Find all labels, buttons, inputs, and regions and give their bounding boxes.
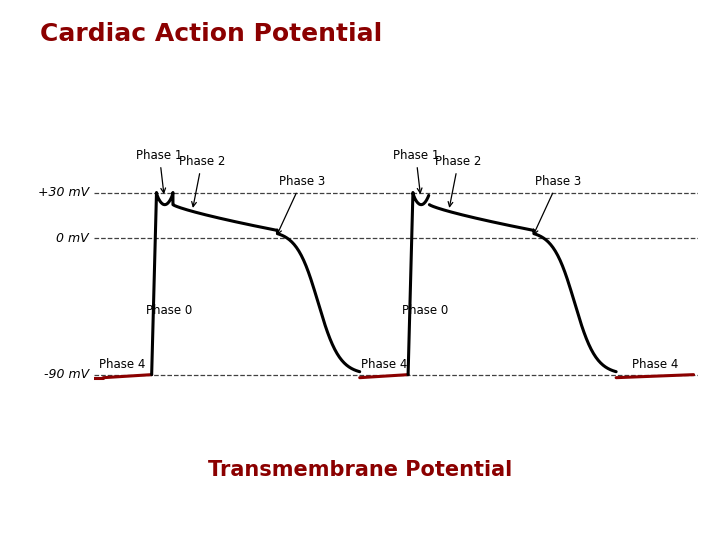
Text: +30 mV: +30 mV <box>37 186 89 199</box>
Text: Transmembrane Potential: Transmembrane Potential <box>208 460 512 480</box>
Text: Phase 1: Phase 1 <box>392 149 439 193</box>
Text: Phase 2: Phase 2 <box>435 155 482 207</box>
Text: Cardiac Action Potential: Cardiac Action Potential <box>40 22 382 45</box>
Text: Phase 4: Phase 4 <box>99 357 146 370</box>
Text: Phase 3: Phase 3 <box>534 175 581 234</box>
Text: Phase 1: Phase 1 <box>136 149 183 193</box>
Text: Phase 3: Phase 3 <box>277 175 325 234</box>
Text: Phase 4: Phase 4 <box>361 357 407 370</box>
Text: -90 mV: -90 mV <box>44 368 89 381</box>
Text: Phase 0: Phase 0 <box>146 305 192 318</box>
Text: Phase 0: Phase 0 <box>402 305 449 318</box>
Text: Phase 4: Phase 4 <box>631 357 678 370</box>
Text: Phase 2: Phase 2 <box>179 155 225 207</box>
Text: 0 mV: 0 mV <box>56 232 89 245</box>
